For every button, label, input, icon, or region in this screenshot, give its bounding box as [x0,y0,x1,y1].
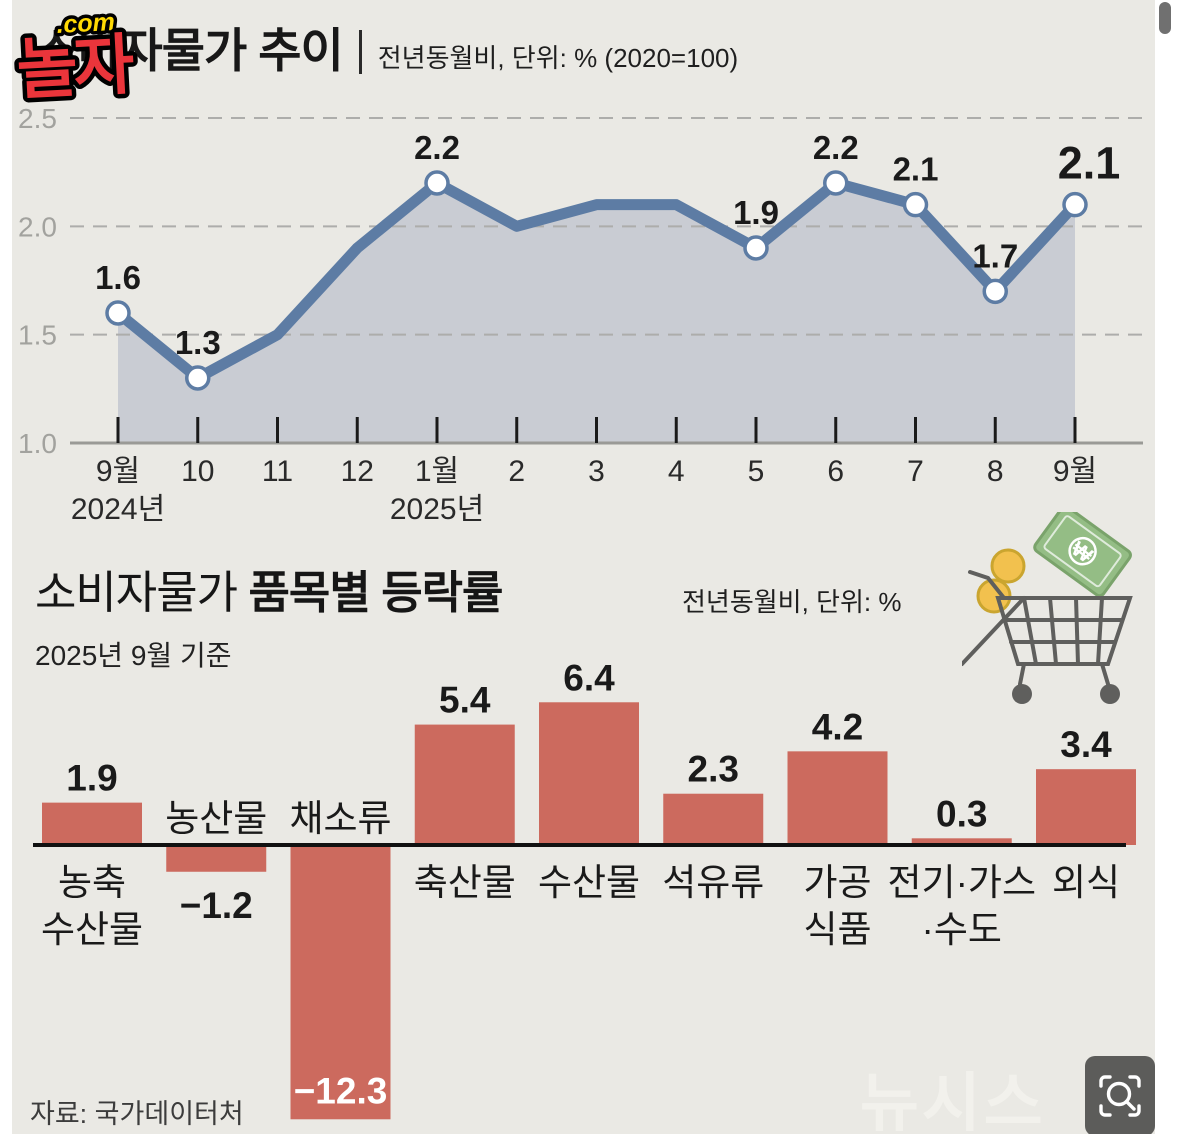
bar-category-label: 전기·가스 [888,862,1036,903]
x-tick-label: 4 [668,455,685,488]
bar-category-label: 채소류 [289,798,391,839]
section2-subtitle: 전년동월비, 단위: % [682,587,902,617]
cpi-by-item-bar-chart: 1.9농축수산물−1.2농산물−12.3채소류5.4축산물6.4수산물2.3석유… [33,657,1136,1120]
data-point-label: 2.2 [414,129,460,166]
bar-value-label: 2.3 [688,749,739,790]
coin-icon [990,548,1026,584]
x-tick-label: 1월 [415,455,459,488]
bar-3 [414,724,515,845]
data-point-marker [982,278,1008,305]
bar-category-label: 수산물 [41,909,143,950]
cart-wheel [1100,684,1120,704]
data-point-label: 1.7 [972,237,1018,274]
data-point-label: 1.6 [95,259,141,296]
cart-wheel [1012,684,1032,704]
x-year-label: 2025년 [390,493,484,526]
x-year-label: 2024년 [71,493,165,526]
content-background [12,0,1155,1134]
source-note: 자료: 국가데이터처 [30,1099,244,1129]
bar-category-label: 농산물 [165,798,267,839]
newsis-watermark: 뉴시스 [860,1067,1046,1134]
lens-search-icon [1099,1075,1141,1117]
bar-0 [42,802,142,845]
y-tick-label: 2.0 [18,211,57,242]
x-tick-label: 2 [508,455,525,488]
x-tick-label: 11 [262,455,293,488]
data-point-marker [743,235,769,261]
title-divider [358,30,362,74]
shopping-cart-icon: ₩ [962,512,1133,704]
x-tick-label: 9월 [96,455,140,488]
bar-category-label: 석유류 [662,862,764,903]
x-tick-label: 8 [987,455,1004,488]
bar-value-label-inside: −12.3 [294,1070,388,1111]
cart-basket [962,570,1133,686]
section2-note: 2025년 9월 기준 [35,640,232,671]
y-tick-label: 1.0 [18,428,57,459]
bar-value-label: 5.4 [439,680,491,721]
logo-main-text: 놀자 [15,27,135,107]
bar-7 [911,838,1012,845]
data-point-marker [902,191,929,218]
bar-category-label: 수산물 [538,862,640,903]
x-tick-label: 6 [827,455,844,488]
bar-6 [787,751,888,845]
bar-category-label: 식품 [803,909,871,950]
bar-category-label: 축산물 [414,862,516,903]
data-point-marker [823,170,849,196]
y-tick-label: 1.5 [18,320,57,351]
cpi-trend-line-chart: 2.5 2.0 1.5 1.0 9월 10 11 12 1월 2 3 4 5 6 7 8 9월 2024년 2025… [18,103,1143,526]
bar-1 [166,845,267,872]
bar-value-label: 3.4 [1060,724,1112,765]
bar-value-label: 0.3 [936,793,987,834]
bar-category-label: 농축 [58,862,126,903]
page-subtitle: 전년동월비, 단위: % (2020=100) [377,43,739,73]
data-point-label: 2.1 [893,151,939,188]
x-tick-label: 7 [907,455,924,488]
bar-value-label: 1.9 [66,758,117,799]
data-point-label: 2.2 [813,129,859,166]
bar-5 [663,793,764,845]
data-point-marker [105,300,131,326]
section2-title-bold: 품목별 등락률 [248,567,504,618]
bar-value-label: 6.4 [563,657,615,698]
bar-4 [539,702,639,845]
x-tick-label: 12 [341,455,374,488]
image-search-lens-button[interactable] [1085,1056,1155,1134]
x-tick-label: 9월 [1053,455,1097,488]
x-tick-label: 5 [748,455,765,488]
bar-value-label: 4.2 [812,706,863,747]
banknote-icon: ₩ [1033,512,1132,598]
noljacom-logo: .com 놀자 [10,4,139,107]
data-point-label: 1.3 [175,324,221,361]
y-tick-label: 2.5 [18,103,57,134]
section2-title-regular: 소비자물가 [35,567,238,618]
data-point-marker [1062,191,1088,218]
data-point-marker [424,170,450,196]
x-tick-label: 3 [588,455,605,488]
bar-8 [1036,769,1136,845]
bar-category-label: 가공 [803,862,871,903]
data-point-label-emphasis: 2.1 [1058,138,1121,189]
bar-2 [290,845,391,1120]
section2-title: 소비자물가 품목별 등락률 [35,556,504,621]
page-title: 소비자물가 추이 [35,24,344,77]
bar-value-label: −1.2 [180,885,253,926]
data-point-label: 1.9 [733,194,779,231]
x-tick-label: 10 [181,455,214,488]
logo-dotcom-text: .com [56,8,116,39]
bar-category-label: 외식 [1052,862,1120,903]
scrollbar-thumb[interactable] [1159,2,1171,34]
header: 소비자물가 추이 전년동월비, 단위: % (2020=100) [35,12,738,81]
bar-category-label: ·수도 [922,909,1002,950]
data-point-marker [185,365,211,391]
